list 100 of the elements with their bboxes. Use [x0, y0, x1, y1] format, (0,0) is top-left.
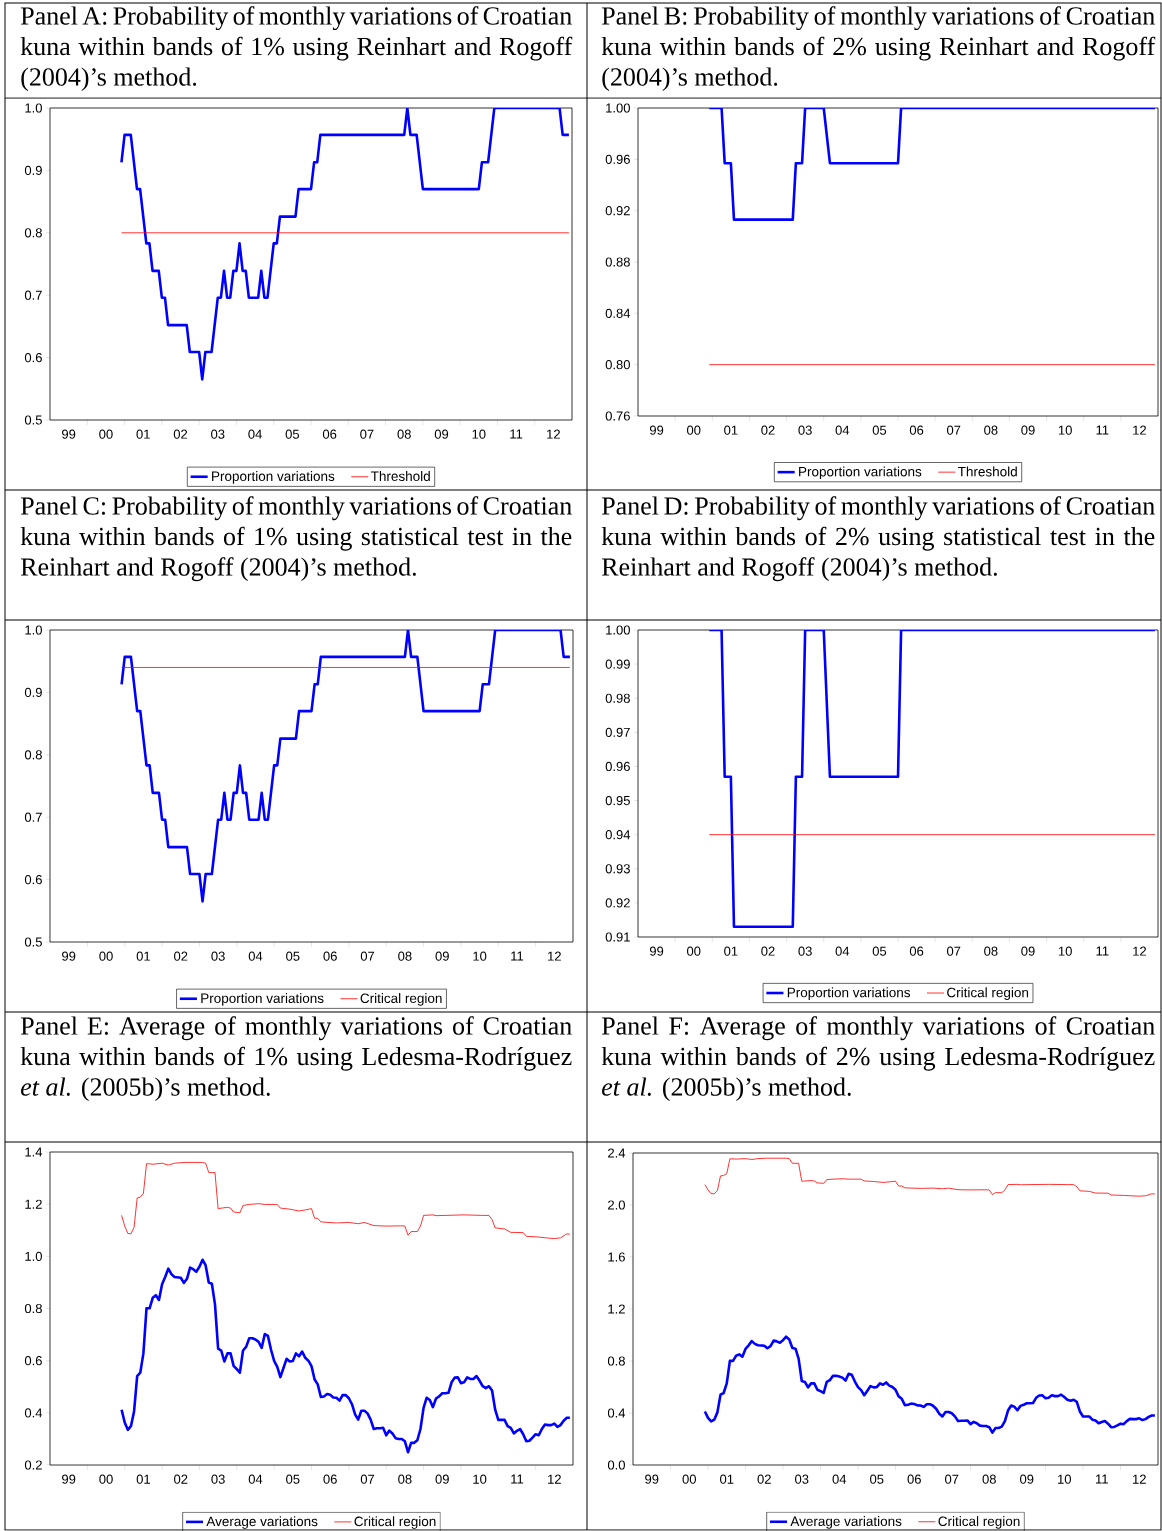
y-tick-label: 0.96 [605, 761, 630, 772]
x-tick-label: 10 [1058, 1474, 1071, 1484]
y-tick-label: 0.98 [605, 693, 630, 703]
chart-title: Panel E: Average of monthly variations of Croatian kuna within bands of 1% using Ledesma-Rodríguez et al. (2005b)’s method. [20, 1016, 572, 1102]
y-tick-label: 1.2 [25, 1199, 42, 1209]
y-tick-label: 0.84 [605, 308, 631, 318]
y-tick-label: 0.2 [24, 1460, 42, 1470]
y-tick-label: 0.97 [605, 727, 630, 737]
x-tick-label: 05 [872, 946, 887, 956]
x-tick-label: 02 [173, 429, 188, 439]
legend-label: Critical region [938, 1516, 1020, 1529]
x-tick-label: 09 [435, 951, 449, 961]
y-tick-label: 2.0 [608, 1200, 625, 1210]
x-tick-label: 01 [724, 425, 738, 435]
x-tick-label: 11 [511, 1474, 524, 1484]
x-tick-label: 07 [360, 1474, 375, 1484]
y-tick-label: 0.99 [605, 659, 630, 669]
legend-label: Critical region [354, 1516, 436, 1529]
x-tick-label: 05 [870, 1474, 884, 1484]
x-tick-label: 00 [99, 429, 113, 439]
x-tick-label: 03 [211, 1474, 225, 1484]
x-tick-label: 02 [174, 951, 188, 961]
legend-label: Average variations [790, 1516, 902, 1529]
y-tick-label: 0.7 [24, 812, 42, 822]
legend-label: Threshold [370, 471, 430, 482]
x-tick-label: 12 [1133, 425, 1147, 435]
x-tick-label: 12 [548, 951, 561, 961]
x-tick-label: 10 [1058, 425, 1072, 435]
x-tick-label: 00 [99, 1474, 113, 1484]
y-tick-label: 0.92 [605, 206, 630, 216]
line-series [120, 108, 571, 381]
line-series [120, 630, 572, 903]
x-tick-label: 08 [397, 429, 411, 439]
x-tick-label: 06 [323, 951, 337, 961]
chart-title: Panel F: Average of monthly variations of Croatian kuna within bands of 2% using Ledesma-Rodríguez et al. (2005b)’s method. [601, 1016, 1155, 1102]
y-tick-label: 0.8 [24, 1303, 42, 1314]
x-tick-label: 03 [798, 946, 812, 956]
x-tick-label: 10 [1058, 946, 1072, 956]
x-tick-label: 06 [323, 1474, 337, 1484]
x-tick-label: 05 [286, 1474, 300, 1484]
y-tick-label: 1.2 [608, 1304, 625, 1314]
y-tick-label: 0.6 [24, 1356, 42, 1366]
x-tick-label: 99 [62, 1474, 76, 1484]
x-tick-label: 00 [682, 1474, 696, 1484]
x-tick-label: 00 [99, 951, 113, 961]
x-tick-label: 02 [761, 425, 775, 435]
y-tick-label: 0.95 [605, 795, 630, 806]
x-tick-label: 05 [872, 425, 887, 435]
chart-title: Panel C: Probability of monthly variations of Croatian kuna within bands of 1% using statistical test in the Reinhart and Rogoff (2004)’s method. [20, 496, 572, 582]
y-tick-label: 0.8 [24, 228, 42, 238]
y-tick-label: 0.7 [24, 290, 42, 300]
x-tick-label: 12 [547, 429, 560, 439]
x-tick-label: 03 [211, 429, 225, 439]
x-tick-label: 07 [947, 946, 961, 956]
y-tick-label: 0.0 [607, 1460, 625, 1470]
y-tick-label: 1.6 [608, 1252, 625, 1262]
x-tick-label: 99 [645, 1474, 659, 1484]
y-tick-label: 0.9 [24, 165, 42, 175]
x-tick-label: 06 [909, 946, 924, 956]
y-tick-label: 0.6 [24, 353, 42, 363]
y-tick-label: 0.5 [24, 937, 42, 947]
x-tick-label: 02 [757, 1474, 771, 1484]
x-tick-label: 07 [947, 425, 961, 435]
x-tick-label: 04 [835, 425, 850, 435]
y-tick-label: 0.93 [605, 864, 630, 874]
x-tick-label: 07 [360, 951, 375, 961]
x-tick-label: 11 [511, 951, 524, 961]
x-tick-label: 02 [174, 1474, 188, 1484]
x-tick-label: 04 [248, 429, 262, 439]
x-tick-label: 10 [473, 1474, 487, 1484]
x-tick-label: 03 [798, 425, 812, 435]
y-tick-label: 0.4 [24, 1408, 43, 1418]
x-tick-label: 09 [1021, 946, 1035, 956]
x-tick-label: 02 [761, 946, 775, 956]
y-tick-label: 0.96 [605, 154, 630, 164]
x-tick-label: 00 [686, 946, 701, 956]
chart-title: Panel D: Probability of monthly variations of Croatian kuna within bands of 2% using statistical test in the Reinhart and Rogoff (2004)’s method. [601, 496, 1155, 582]
x-tick-label: 01 [136, 1474, 150, 1484]
legend-label: Average variations [206, 1516, 318, 1529]
x-tick-label: 03 [211, 951, 225, 961]
y-tick-label: 2.4 [608, 1148, 626, 1158]
legend-label: Threshold [957, 466, 1017, 477]
x-tick-label: 99 [649, 946, 664, 956]
x-tick-label: 08 [982, 1474, 996, 1484]
x-tick-label: 01 [136, 951, 150, 961]
legend-label: Proportion variations [799, 466, 922, 480]
x-tick-label: 04 [832, 1474, 847, 1484]
x-tick-label: 10 [473, 951, 487, 961]
y-tick-label: 0.91 [605, 932, 630, 942]
x-tick-label: 07 [360, 429, 374, 439]
x-tick-label: 11 [510, 429, 523, 439]
x-tick-label: 04 [248, 951, 263, 961]
x-tick-label: 11 [1096, 946, 1109, 956]
legend-label: Critical region [360, 993, 442, 1006]
x-tick-label: 99 [62, 429, 76, 439]
x-tick-label: 09 [435, 1474, 449, 1484]
x-tick-label: 01 [720, 1474, 734, 1484]
y-tick-label: 0.94 [605, 830, 631, 840]
legend-label: Proportion variations [201, 993, 324, 1006]
y-tick-label: 0.9 [24, 687, 42, 698]
